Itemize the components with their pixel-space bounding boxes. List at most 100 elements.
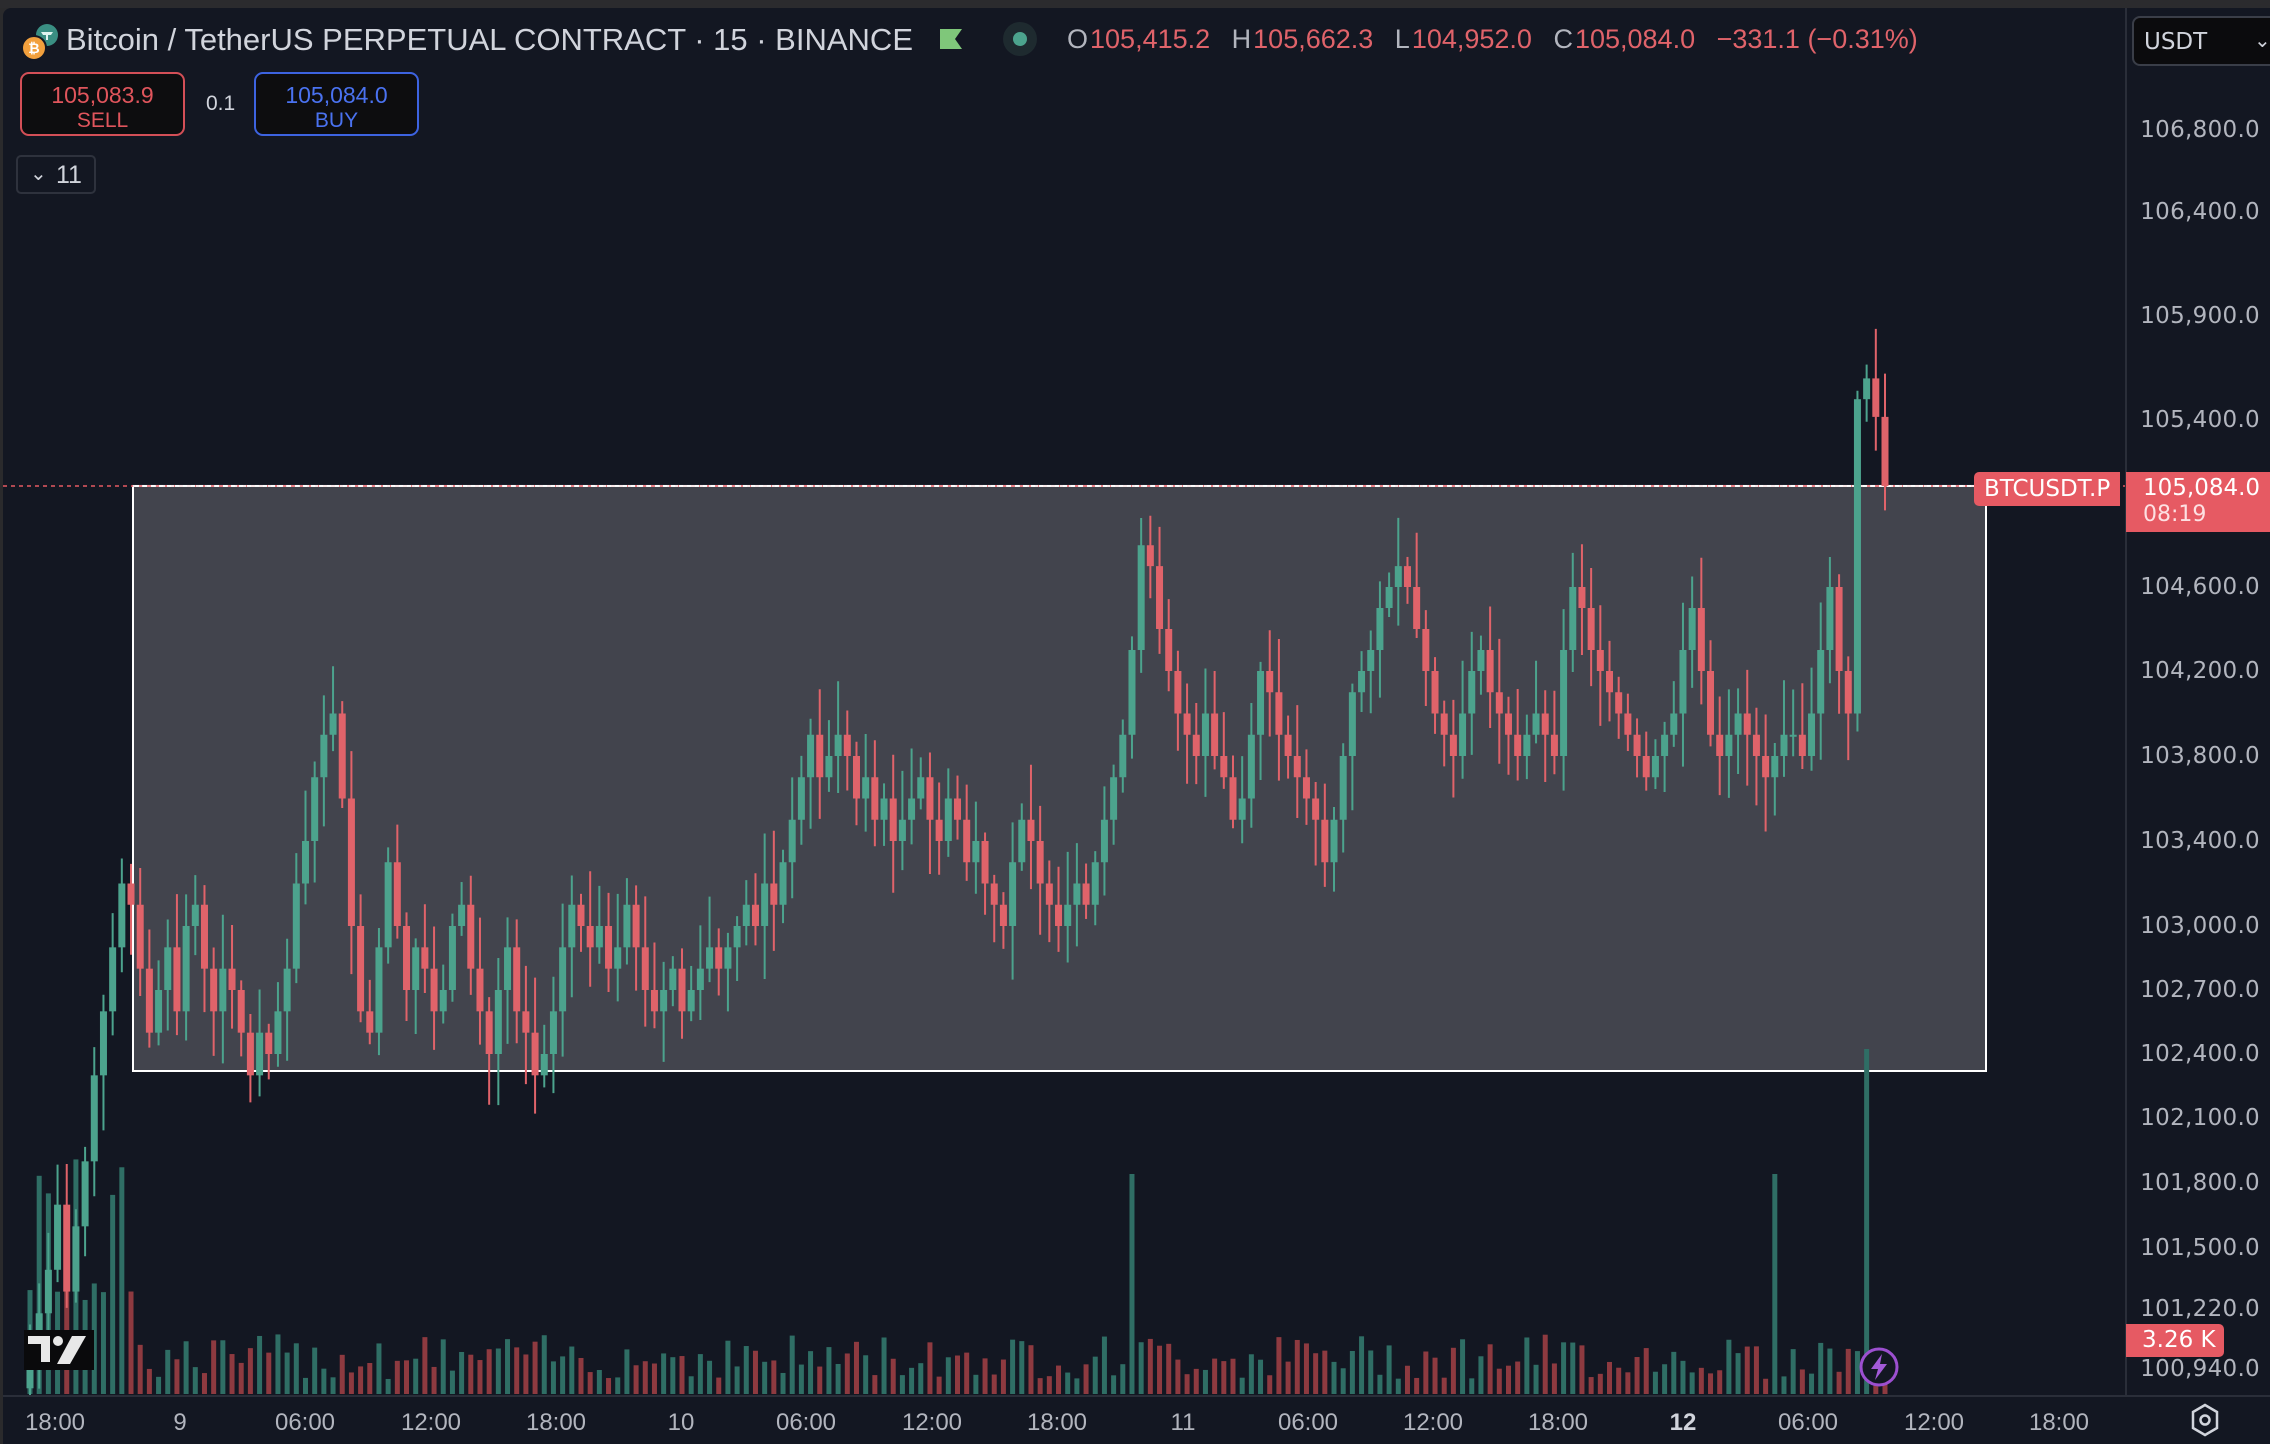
volume-bar — [798, 1364, 804, 1394]
indicators-collapse-button[interactable]: ⌄ 11 — [16, 155, 96, 194]
candle-body — [1119, 734, 1127, 778]
time-axis-label: 9 — [173, 1409, 187, 1436]
price-axis[interactable] — [2125, 8, 2270, 1395]
candle-body — [733, 926, 741, 948]
volume-bar — [468, 1354, 474, 1394]
volume-bar — [1037, 1378, 1043, 1394]
candle-body — [1100, 819, 1108, 863]
candle-body — [623, 904, 631, 948]
candle-body — [1036, 841, 1044, 884]
symbol-title[interactable]: Bitcoin / TetherUS PERPETUAL CONTRACT · … — [66, 22, 913, 57]
lightning-bolt-icon[interactable] — [1858, 1346, 1900, 1388]
volume-bar — [422, 1337, 428, 1394]
candle-body — [715, 947, 723, 969]
volume-bar — [266, 1352, 272, 1394]
candle-body — [1348, 692, 1356, 756]
candle-body — [393, 862, 401, 926]
volume-bar — [1331, 1361, 1337, 1394]
candle-body — [1523, 734, 1531, 756]
candle-body — [687, 990, 695, 1012]
volume-bar — [440, 1339, 446, 1394]
candle-body — [1403, 566, 1411, 587]
volume-bar — [789, 1335, 795, 1394]
sell-button[interactable]: 105,083.9 SELL — [20, 72, 185, 136]
candle-body — [1688, 608, 1696, 650]
volume-bar — [532, 1341, 538, 1394]
candle-body — [540, 1054, 548, 1076]
candle-body — [549, 1011, 557, 1054]
candle-body — [1201, 713, 1209, 756]
settings-icon[interactable] — [2190, 1403, 2220, 1437]
volume-bar — [606, 1378, 612, 1394]
time-axis-label: 18:00 — [2028, 1409, 2090, 1436]
volume-bar — [1708, 1373, 1714, 1394]
volume-bar — [1717, 1370, 1723, 1394]
candle-body — [1293, 756, 1301, 778]
candle-body — [155, 990, 163, 1033]
order-quantity[interactable]: 0.1 — [206, 92, 236, 115]
buy-button[interactable]: 105,084.0 BUY — [254, 72, 419, 136]
sell-label: SELL — [76, 109, 129, 132]
candle-body — [1275, 692, 1283, 735]
price-axis-label: 102,400.0 — [2140, 1041, 2260, 1067]
flag-icon[interactable] — [938, 27, 964, 51]
candle-body — [311, 777, 319, 841]
volume-bar — [1101, 1336, 1107, 1394]
market-status-dot[interactable] — [1003, 22, 1037, 56]
candle-body — [448, 926, 456, 990]
candle-body — [191, 904, 199, 926]
high-value: 105,662.3 — [1253, 24, 1374, 54]
price-axis-label: 101,220.0 — [2140, 1296, 2260, 1322]
currency-select[interactable]: USDT ⌄ — [2132, 16, 2270, 66]
tradingview-logo-icon[interactable] — [24, 1330, 94, 1370]
rectangle-drawing[interactable] — [132, 484, 1987, 1072]
volume-bar — [1726, 1339, 1732, 1394]
price-axis-label: 101,500.0 — [2140, 1235, 2260, 1261]
candle-body — [200, 904, 208, 969]
volume-bar — [495, 1348, 501, 1394]
volume-bar — [1864, 1049, 1870, 1394]
volume-bar — [514, 1347, 520, 1394]
low-value: 104,952.0 — [1411, 24, 1532, 54]
volume-bar — [1809, 1373, 1815, 1394]
time-axis[interactable] — [3, 1395, 2270, 1444]
price-axis-label: 101,800.0 — [2140, 1170, 2260, 1196]
volume-bar — [523, 1354, 529, 1394]
candle-body — [641, 947, 649, 990]
volume-bar — [1175, 1359, 1181, 1394]
volume-bar — [1487, 1344, 1493, 1394]
candle-body — [834, 734, 842, 756]
volume-bar — [1496, 1368, 1502, 1394]
volume-bar — [716, 1377, 722, 1394]
candle-body — [807, 734, 815, 778]
volume-bar — [146, 1368, 152, 1394]
volume-tag: 3.26 K — [2126, 1324, 2224, 1357]
volume-bar — [853, 1341, 859, 1394]
candle-body — [265, 1032, 273, 1054]
candle-body — [1853, 399, 1861, 714]
price-axis-label: 102,100.0 — [2140, 1105, 2260, 1131]
candle-body — [531, 1032, 539, 1076]
candle-body — [219, 968, 227, 1012]
time-axis-label: 10 — [667, 1409, 695, 1436]
price-axis-label: 106,800.0 — [2140, 117, 2260, 143]
candle-body — [935, 819, 943, 841]
candle-body — [696, 968, 704, 990]
volume-bar — [1193, 1368, 1199, 1394]
time-axis-label: 18:00 — [525, 1409, 587, 1436]
candle-body — [1707, 671, 1715, 735]
candle-body — [1844, 671, 1852, 714]
volume-bar — [247, 1348, 253, 1394]
candle-body — [1468, 671, 1476, 714]
candle-body — [1661, 734, 1669, 756]
candle-body — [999, 904, 1007, 926]
time-axis-label: 12:00 — [1903, 1409, 1965, 1436]
volume-bar — [1698, 1367, 1704, 1394]
candle-body — [72, 1226, 80, 1292]
candle-body — [522, 1011, 530, 1033]
volume-bar — [385, 1378, 391, 1394]
candle-body — [1504, 713, 1512, 735]
candle-body — [1477, 650, 1485, 671]
volume-bar — [137, 1344, 143, 1394]
